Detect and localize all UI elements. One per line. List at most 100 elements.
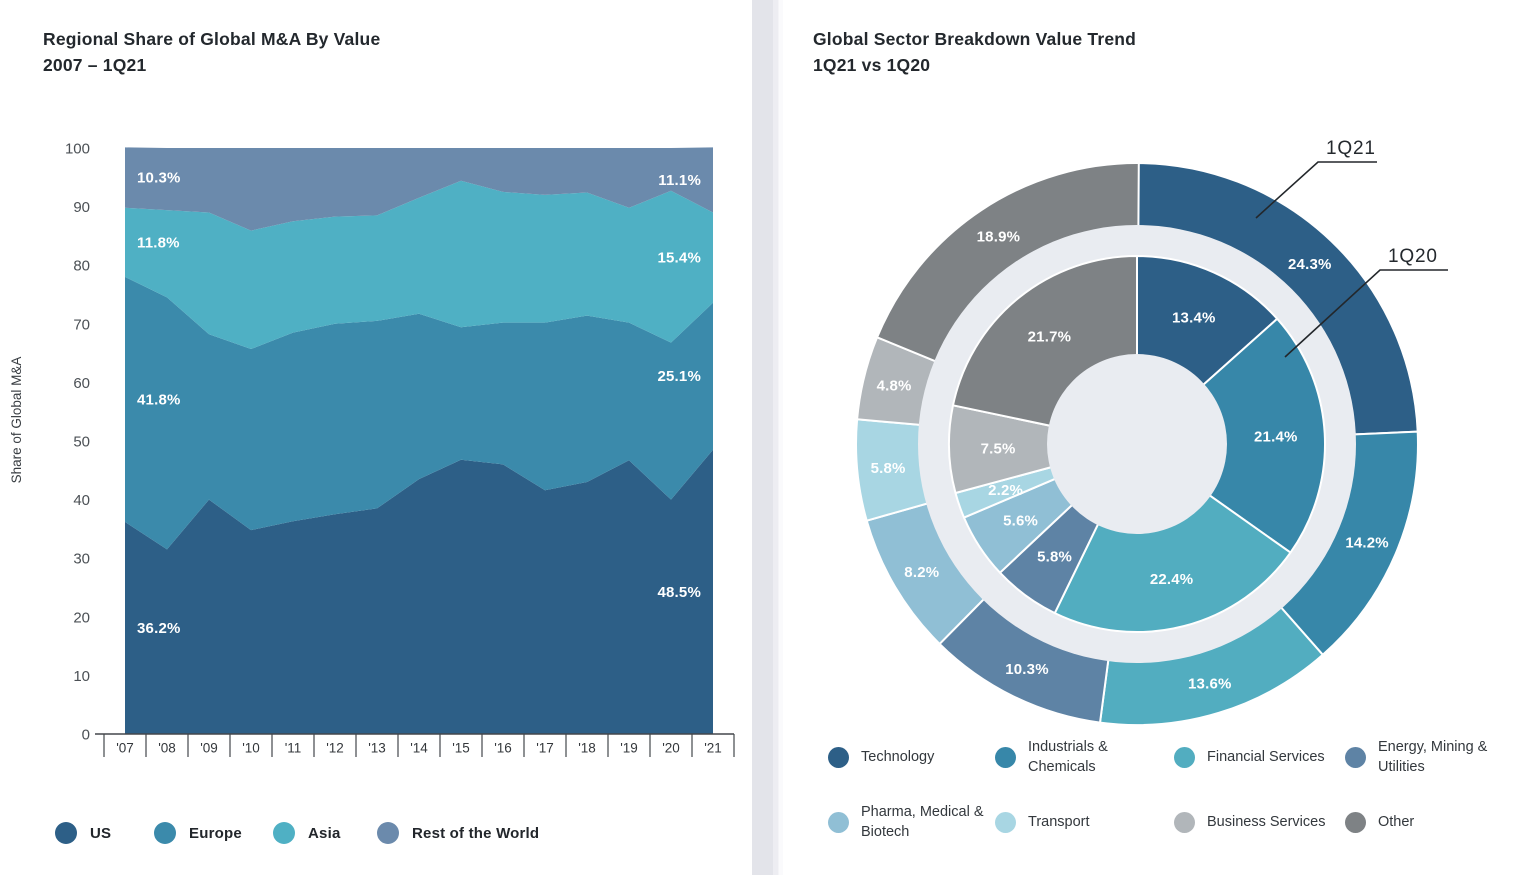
x-axis-year-label: '20: [662, 741, 680, 756]
1q21-slice-label-technology: 24.3%: [1288, 256, 1332, 273]
1q20-slice-label-pharma-medical-biotech: 5.6%: [1003, 512, 1038, 529]
donut-chart-title-line1: Global Sector Breakdown Value Trend: [813, 28, 1137, 49]
legend-dot-asia: [273, 822, 295, 844]
x-axis-year-label: '15: [452, 741, 470, 756]
1q20-slice-label-business-services: 7.5%: [981, 440, 1016, 457]
1q20-slice-label-transport: 2.2%: [988, 482, 1023, 499]
y-axis-tick-label: 100: [65, 141, 90, 158]
legend-item-business-services: Business Services: [1174, 800, 1325, 844]
x-axis-year-label: '10: [242, 741, 260, 756]
1q21-slice-label-other: 18.9%: [977, 228, 1021, 245]
area-chart-subtitle: 2007 – 1Q21: [43, 54, 147, 75]
regional-share-panel: Regional Share of Global M&A By Value 200…: [0, 0, 752, 875]
y-axis-tick-label: 70: [73, 316, 90, 333]
1q20-slice-label-industrials-chemicals: 21.4%: [1254, 429, 1298, 446]
area-start-label-us: 36.2%: [137, 620, 181, 637]
legend-item-pharma-medical-biotech: Pharma, Medical & Biotech: [828, 800, 991, 844]
legend-dot-rest-of-the-world: [377, 822, 399, 844]
y-axis-tick-label: 80: [73, 258, 90, 275]
legend-label-business-services: Business Services: [1207, 814, 1326, 830]
1q20-slice-label-financial-services: 22.4%: [1150, 571, 1194, 588]
legend-label-transport: Transport: [1028, 814, 1090, 830]
y-axis-tick-label: 30: [73, 551, 90, 568]
callout-line-1q21: [1255, 161, 1377, 219]
x-axis-year-label: '21: [704, 741, 722, 756]
callout-line-1q20: [1284, 269, 1448, 358]
1q21-slice-label-pharma-medical-biotech: 8.2%: [904, 564, 939, 581]
callout-label-1q20: 1Q20: [1388, 246, 1438, 267]
legend-item-technology: Technology: [828, 735, 934, 779]
legend-label-other: Other: [1378, 814, 1415, 830]
area-end-label-rest-of-the-world: 11.1%: [658, 172, 701, 189]
legend-dot-industrials-chemicals: [995, 746, 1016, 768]
legend-label-industrials-chemicals: Industrials & Chemicals: [1028, 739, 1108, 775]
legend-dot-energy-mining-utilities: [1345, 746, 1366, 768]
legend-item-asia: Asia: [273, 822, 341, 844]
legend-dot-other: [1345, 811, 1366, 833]
legend-label-financial-services: Financial Services: [1207, 749, 1325, 765]
y-axis-tick-label: 50: [73, 434, 90, 451]
legend-dot-transport: [995, 811, 1016, 833]
x-axis-year-label: '11: [285, 741, 302, 756]
area-band-asia: [125, 180, 713, 349]
area-start-label-asia: 11.8%: [137, 234, 180, 251]
legend-item-transport: Transport: [995, 800, 1090, 844]
x-axis-year-label: '17: [536, 741, 554, 756]
x-axis-year-label: '18: [578, 741, 596, 756]
1q20-slice-financial-services: [1053, 443, 1292, 634]
y-axis-tick-label: 90: [73, 199, 90, 216]
legend-item-us: US: [55, 822, 111, 844]
area-band-us: [125, 449, 713, 734]
legend-label-asia: Asia: [308, 824, 341, 842]
area-band-rest-of-the-world: [125, 147, 713, 231]
area-end-label-asia: 15.4%: [657, 250, 701, 267]
legend-label-technology: Technology: [861, 749, 935, 765]
1q21-slice-label-industrials-chemicals: 14.2%: [1345, 534, 1389, 551]
area-chart-title-line1: Regional Share of Global M&A By Value: [43, 28, 381, 49]
legend-dot-financial-services: [1174, 746, 1195, 768]
y-axis-tick-label: 10: [73, 668, 90, 685]
legend-dot-pharma-medical-biotech: [828, 811, 849, 833]
legend-label-europe: Europe: [189, 824, 242, 842]
legend-item-financial-services: Financial Services: [1174, 735, 1325, 779]
legend-item-industrials-chemicals: Industrials & Chemicals: [995, 735, 1128, 779]
area-chart-legend: US Europe Asia Rest of the World: [0, 822, 752, 856]
1q21-slice-label-business-services: 4.8%: [877, 377, 912, 394]
area-start-label-europe: 41.8%: [137, 391, 181, 408]
legend-label-pharma-medical-biotech: Pharma, Medical & Biotech: [861, 804, 984, 840]
y-axis-title: Share of Global M&A: [9, 357, 24, 484]
stacked-area-chart: 0 10 20 30 40 50 60 70 80 90 100 Share of Global M&…: [9, 141, 735, 757]
x-axis-year-label: '09: [200, 741, 218, 756]
donut-hole: [1047, 354, 1227, 534]
legend-label-energy-mining-utilities: Energy, Mining & Utilities: [1378, 739, 1488, 775]
legend-item-energy-mining-utilities: Energy, Mining & Utilities: [1345, 735, 1502, 779]
legend-item-europe: Europe: [154, 822, 242, 844]
area-chart-title: Regional Share of Global M&A By Value 200…: [43, 26, 380, 78]
sector-breakdown-panel: Global Sector Breakdown Value Trend 1Q21 …: [783, 0, 1525, 875]
legend-label-rest-of-the-world: Rest of the World: [412, 824, 540, 842]
1q20-slice-label-other: 21.7%: [1028, 329, 1072, 346]
y-axis-tick-label: 20: [73, 609, 90, 626]
x-axis-year-label: '08: [158, 741, 176, 756]
x-axis-year-label: '12: [326, 741, 344, 756]
x-axis-year-label: '07: [116, 741, 134, 756]
callout-label-1q21: 1Q21: [1326, 138, 1376, 159]
1q21-slice-label-financial-services: 13.6%: [1188, 676, 1232, 693]
1q21-slice-label-energy-mining-utilities: 10.3%: [1005, 661, 1049, 678]
y-axis-tick-label: 0: [82, 727, 90, 744]
y-axis-tick-label: 60: [73, 375, 90, 392]
donut-chart: 24.3% 14.2% 13.6% 10.3% 8.2% 5.8% 4.8% 18.9% 13.…: [855, 138, 1448, 727]
area-band-europe: [125, 276, 713, 550]
y-axis-tick-label: 40: [73, 492, 90, 509]
legend-item-other: Other: [1345, 800, 1414, 844]
1q20-slice-label-technology: 13.4%: [1172, 310, 1216, 327]
area-start-label-rest-of-the-world: 10.3%: [137, 170, 181, 187]
panel-divider: [752, 0, 783, 875]
legend-dot-us: [55, 822, 77, 844]
x-axis-year-label: '14: [410, 741, 428, 756]
area-end-label-us: 48.5%: [657, 584, 701, 601]
legend-dot-europe: [154, 822, 176, 844]
area-end-label-europe: 25.1%: [657, 368, 701, 385]
x-axis-year-label: '19: [620, 741, 638, 756]
